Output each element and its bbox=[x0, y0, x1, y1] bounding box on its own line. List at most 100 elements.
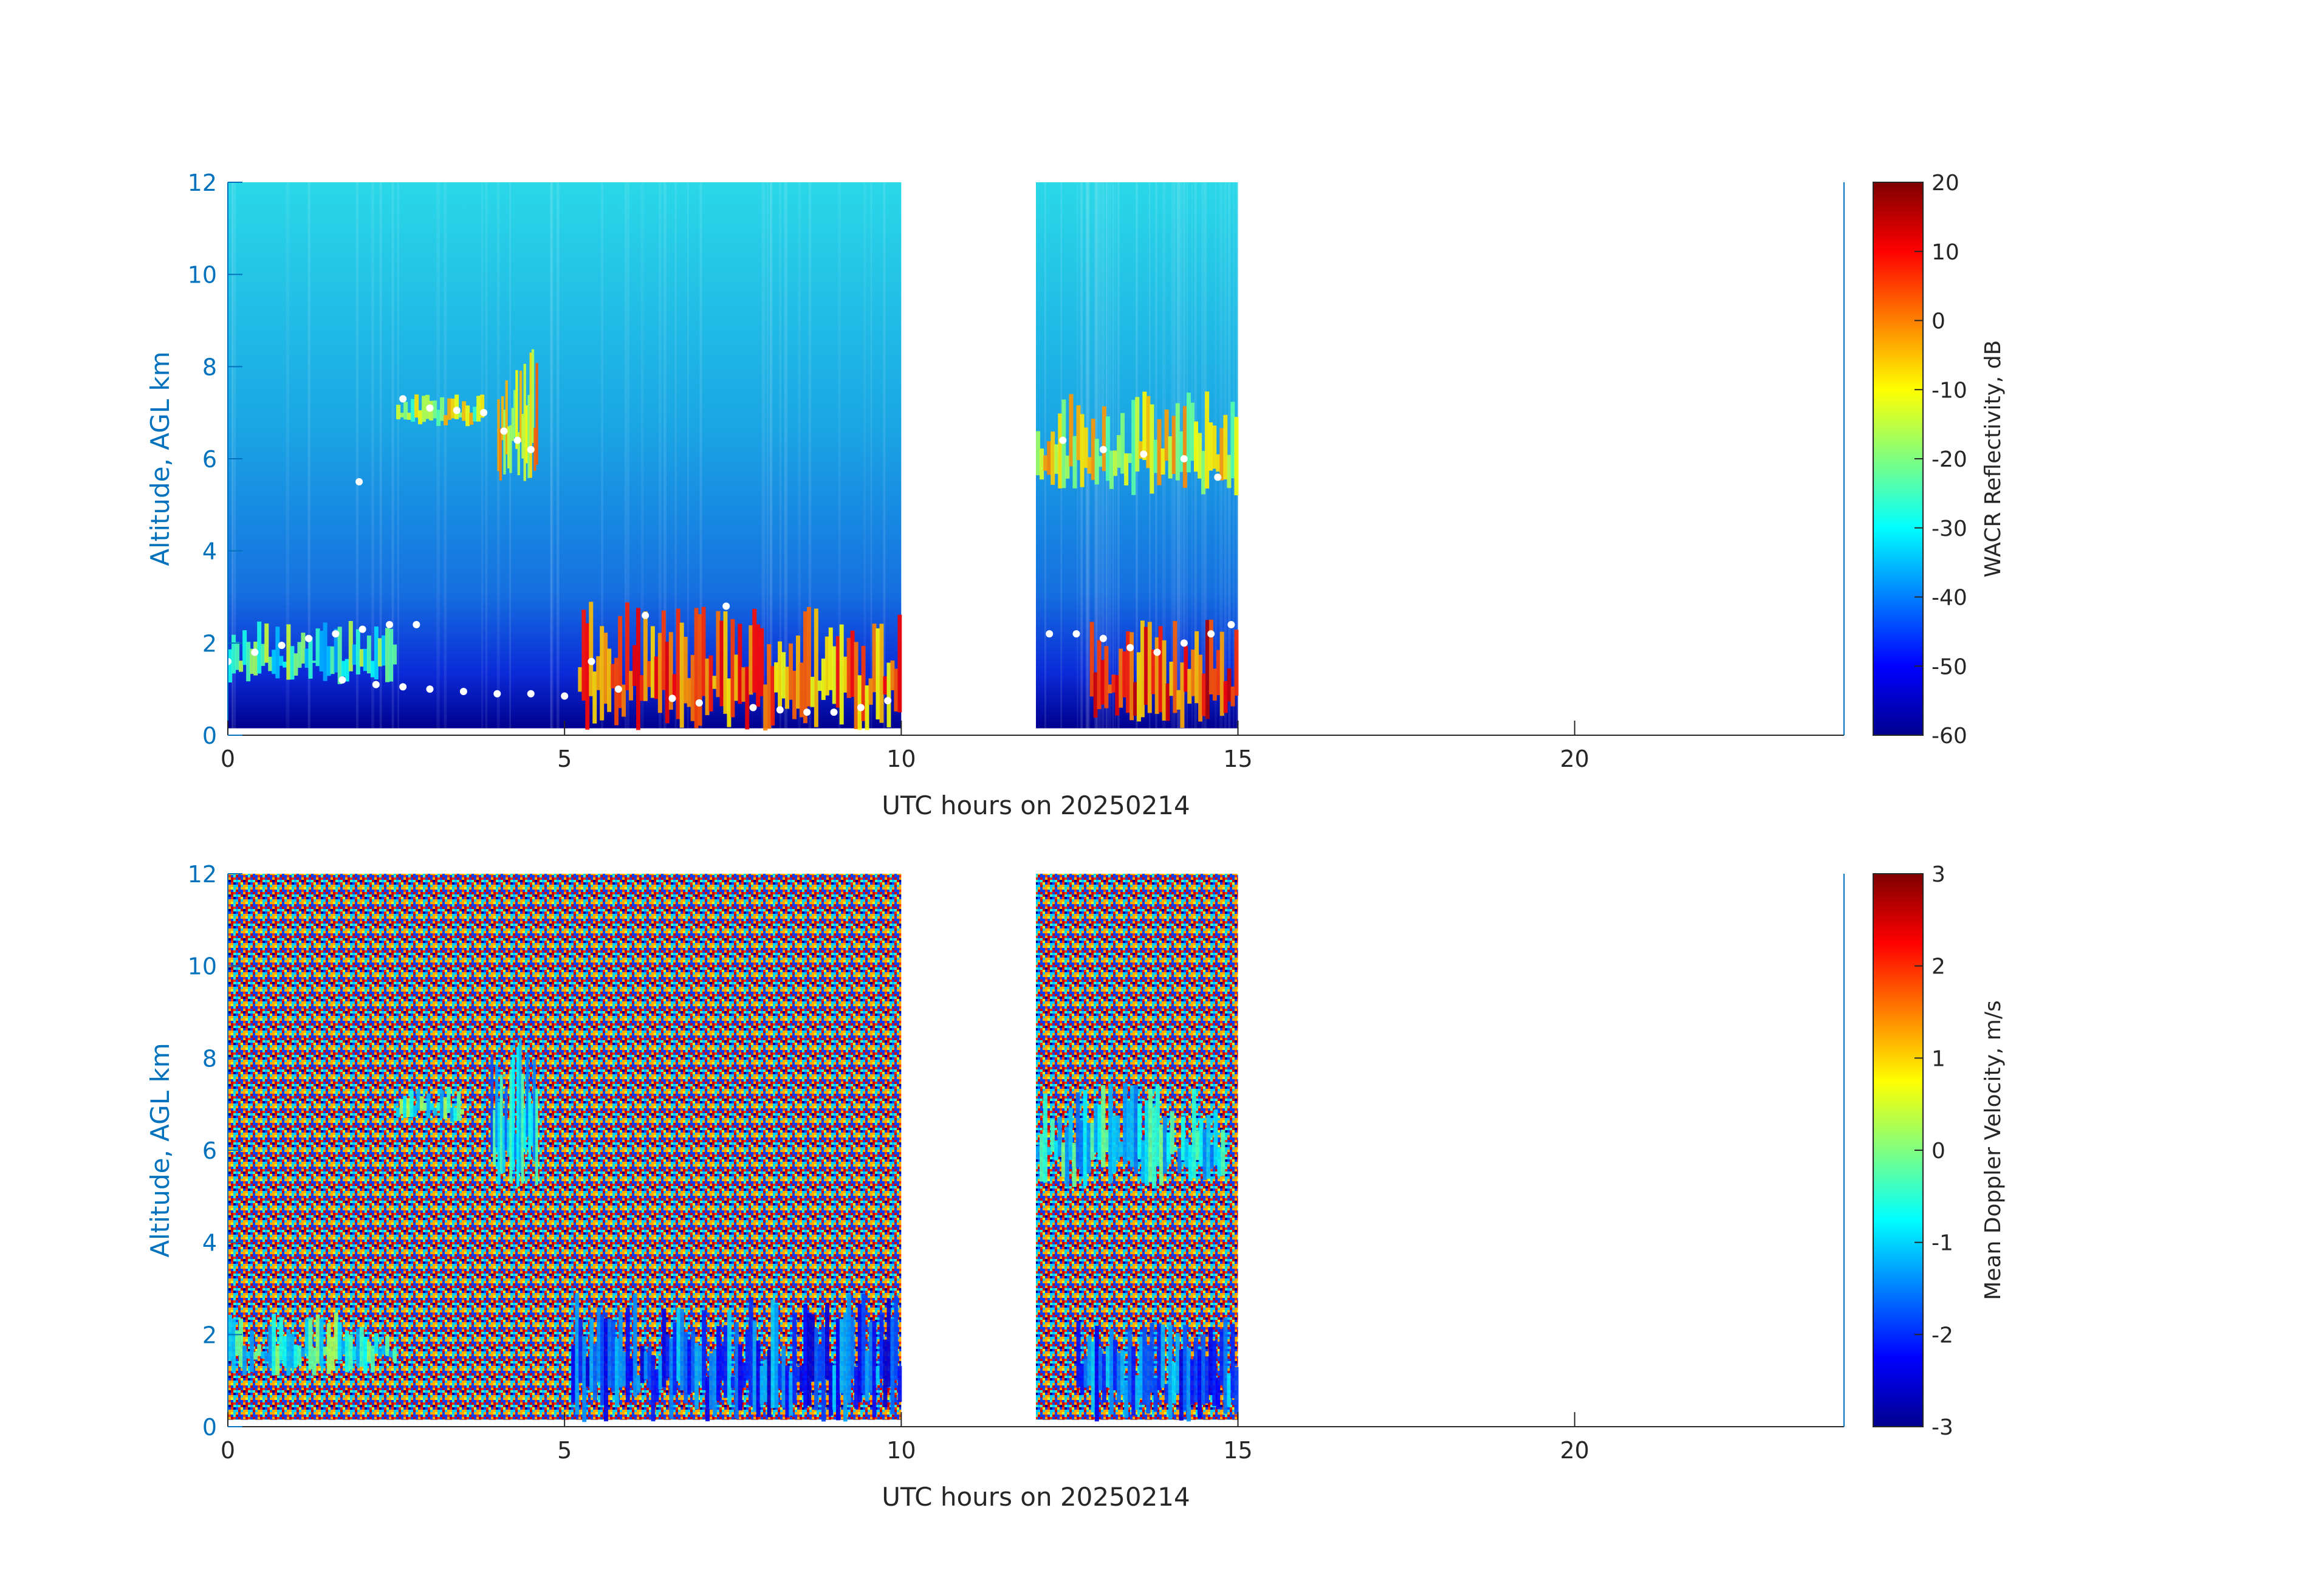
cloud-column bbox=[1227, 668, 1232, 702]
cloud-column bbox=[759, 1366, 764, 1405]
cloud-column bbox=[283, 1336, 287, 1367]
cloud-column bbox=[525, 405, 529, 464]
cloud-column bbox=[1187, 668, 1192, 704]
cloud-column bbox=[235, 1330, 240, 1356]
cloud-column bbox=[1117, 435, 1122, 468]
cloud-feature-0 bbox=[396, 1086, 464, 1122]
cloud-column bbox=[1129, 632, 1134, 721]
cloud-column bbox=[767, 1350, 772, 1418]
cloud-column bbox=[1112, 1116, 1117, 1173]
cloud-column bbox=[658, 1355, 663, 1390]
cloud-column bbox=[400, 413, 405, 417]
cloud-column bbox=[465, 405, 470, 427]
cloud-column bbox=[807, 1313, 812, 1406]
cloud-base-marker bbox=[513, 436, 521, 444]
cloud-column bbox=[730, 1376, 735, 1388]
cloud-column bbox=[403, 1096, 407, 1118]
cloud-column bbox=[1122, 651, 1127, 698]
cloud-column bbox=[1157, 1323, 1162, 1390]
cloud-column bbox=[785, 667, 790, 709]
cloud-column bbox=[1133, 682, 1137, 716]
cloud-column bbox=[1094, 1105, 1099, 1153]
cloud-column bbox=[533, 1059, 536, 1161]
cloud-column bbox=[1210, 1144, 1215, 1169]
cloud-column bbox=[301, 633, 306, 664]
x-tick-label: 15 bbox=[1223, 746, 1252, 772]
cloud-column bbox=[741, 667, 746, 702]
cloud-column bbox=[1234, 629, 1239, 696]
cloud-column bbox=[480, 394, 485, 418]
cloud-base-marker bbox=[1227, 621, 1235, 628]
cloud-column bbox=[1177, 1148, 1182, 1174]
cloud-column bbox=[235, 642, 240, 670]
cloud-column bbox=[1068, 1108, 1073, 1161]
cloud-column bbox=[440, 397, 445, 421]
cloud-column bbox=[377, 638, 382, 667]
cloud-column bbox=[297, 1345, 302, 1365]
cloud-column bbox=[614, 1338, 619, 1407]
cloud-column bbox=[381, 1345, 386, 1355]
cloud-column bbox=[458, 412, 463, 418]
cloud-column bbox=[312, 660, 317, 663]
cloud-column bbox=[334, 628, 338, 673]
cloud-column bbox=[451, 398, 456, 419]
cloud-column bbox=[702, 1310, 707, 1390]
cloud-column bbox=[578, 1319, 583, 1384]
cloud-column bbox=[694, 608, 699, 729]
cloud-column bbox=[1046, 1147, 1051, 1155]
cloud-feature-3 bbox=[571, 1293, 902, 1422]
cloud-column bbox=[712, 676, 717, 689]
cloud-base-marker bbox=[355, 478, 363, 485]
cloud-column bbox=[713, 1349, 717, 1416]
colorbar-tick-label: -1 bbox=[1932, 1231, 1953, 1256]
x-tick-label: 20 bbox=[1560, 746, 1589, 772]
cloud-base-marker bbox=[372, 681, 380, 688]
x-tick-label: 10 bbox=[886, 746, 916, 772]
cloud-column bbox=[719, 620, 724, 707]
cloud-column bbox=[392, 644, 397, 665]
cloud-column bbox=[1124, 1381, 1129, 1418]
cloud-base-marker bbox=[803, 708, 811, 716]
signal-streak bbox=[883, 182, 886, 729]
cloud-feature-2 bbox=[228, 1312, 397, 1376]
cloud-column bbox=[523, 1108, 527, 1149]
cloud-column bbox=[501, 396, 504, 441]
cloud-column bbox=[242, 1345, 247, 1375]
colorbar-tick-label: -3 bbox=[1932, 1415, 1953, 1440]
cloud-column bbox=[1205, 391, 1210, 489]
cloud-column bbox=[344, 1330, 349, 1373]
cloud-column bbox=[1199, 1118, 1204, 1167]
cloud-column bbox=[1208, 1326, 1213, 1395]
cloud-column bbox=[521, 1074, 524, 1184]
cloud-column bbox=[800, 1365, 804, 1392]
signal-streak bbox=[485, 182, 488, 729]
cloud-column bbox=[352, 1348, 357, 1360]
cloud-base-marker bbox=[1059, 436, 1067, 444]
cloud-base-marker bbox=[857, 704, 865, 712]
cloud-base-marker bbox=[1153, 648, 1161, 656]
cloud-column bbox=[308, 1319, 313, 1370]
cloud-column bbox=[687, 1339, 692, 1394]
cloud-column bbox=[857, 1303, 862, 1402]
cloud-column bbox=[1105, 1346, 1110, 1388]
cloud-column bbox=[756, 624, 761, 707]
signal-streak bbox=[233, 182, 236, 729]
cloud-column bbox=[406, 1098, 411, 1118]
signal-streak bbox=[784, 182, 787, 729]
cloud-column bbox=[502, 1116, 506, 1173]
cloud-column bbox=[647, 1346, 652, 1388]
cloud-column bbox=[341, 660, 346, 677]
cloud-column bbox=[1128, 453, 1133, 463]
cloud-column bbox=[355, 629, 360, 674]
colorbar-tick-label: 0 bbox=[1932, 309, 1945, 334]
cloud-column bbox=[1083, 1089, 1088, 1186]
cloud-column bbox=[416, 1089, 420, 1111]
cloud-column bbox=[669, 1338, 674, 1419]
cloud-column bbox=[1116, 1115, 1120, 1161]
cloud-column bbox=[636, 1374, 641, 1393]
cloud-column bbox=[1091, 1341, 1095, 1413]
cloud-column bbox=[625, 1308, 630, 1403]
y-tick-label: 8 bbox=[202, 354, 217, 380]
cloud-feature-2 bbox=[228, 621, 397, 684]
cloud-column bbox=[1142, 391, 1147, 461]
